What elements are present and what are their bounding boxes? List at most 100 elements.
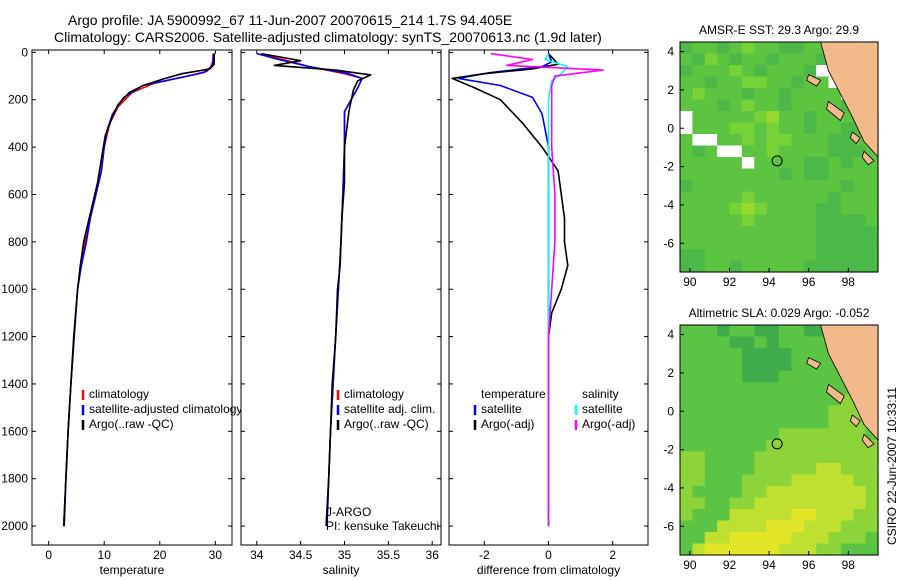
map-cell: [704, 474, 718, 487]
map-cell: [692, 122, 706, 135]
map-cell: [680, 42, 693, 55]
map-cell: [791, 249, 805, 262]
legend-title-salinity: salinity: [582, 387, 619, 401]
map-cell: [754, 348, 768, 361]
map-cell: [704, 214, 718, 227]
map-cell: [704, 168, 718, 181]
map-cell: [803, 88, 817, 101]
map-cell: [692, 99, 706, 112]
map-cell: [828, 405, 842, 418]
map-cell: [754, 463, 768, 476]
map-cell: [816, 532, 830, 545]
x-tick-label: 36: [426, 548, 440, 562]
map-cell: [729, 325, 743, 338]
x-tick-label: -2: [479, 548, 490, 562]
depth-tick-label: 200: [8, 93, 28, 107]
map-cell: [741, 520, 755, 533]
map-cell: [704, 509, 718, 522]
lon-tick-label: 96: [802, 558, 816, 572]
map-cell: [803, 486, 817, 499]
map-cell: [779, 111, 792, 124]
map-cell: [840, 497, 854, 510]
map-cell: [692, 203, 706, 216]
map-cell: [779, 509, 792, 522]
map-cell: [741, 111, 755, 124]
map-cell: [717, 249, 731, 262]
map-cell: [741, 394, 755, 407]
map-cell: [704, 428, 718, 441]
map-cell: [717, 65, 731, 78]
map-cell: [816, 405, 830, 418]
map-cell: [741, 65, 755, 78]
map-cell: [803, 348, 817, 361]
map-cell: [865, 237, 879, 250]
map-cell: [692, 474, 706, 487]
series-line-black: [63, 53, 215, 527]
legend-title-temperature: temperature: [481, 387, 546, 401]
map-cell: [692, 497, 706, 510]
map-cell: [828, 428, 842, 441]
map-cell: [840, 145, 854, 158]
map-cell: [766, 214, 780, 227]
map-cell: [704, 417, 718, 430]
map-cell: [779, 371, 792, 384]
legend-entry: Argo(..raw -QC): [344, 417, 429, 431]
map-cell: [791, 237, 805, 250]
map-cell: [680, 440, 693, 453]
map-cell: [791, 382, 805, 395]
map-cell: [779, 382, 792, 395]
map-cell: [704, 111, 718, 124]
map-cell: [853, 543, 867, 556]
map-cell: [741, 325, 755, 338]
map-cell: [803, 65, 817, 78]
map-cell: [779, 405, 792, 418]
sst-map-panel: AMSR-E SST: 29.3 Argo: 29.9 90 92 94 96 98 4 2 0…: [663, 23, 879, 289]
map-cell: [680, 371, 693, 384]
map-cell: [840, 214, 854, 227]
map-cell: [853, 463, 867, 476]
map-cell: [766, 382, 780, 395]
map-cell: [779, 348, 792, 361]
map-cell: [680, 394, 693, 407]
map-cell: [729, 226, 743, 239]
map-cell: [803, 134, 817, 147]
lon-tick-label: 92: [723, 558, 737, 572]
legend-entry: satellite: [582, 402, 623, 416]
map-cell: [779, 451, 792, 464]
argo-position-marker: [771, 438, 783, 450]
map-cell: [840, 440, 854, 453]
map-cell: [741, 168, 755, 181]
map-cell: [828, 543, 842, 556]
map-cell: [754, 134, 768, 147]
map-cell: [741, 53, 755, 66]
map-cell: [840, 191, 854, 204]
map-cell: [779, 168, 792, 181]
map-cell: [865, 191, 879, 204]
map-cell: [754, 509, 768, 522]
map-cell: [692, 405, 706, 418]
map-cell: [779, 486, 792, 499]
map-cell: [828, 157, 842, 170]
map-cell: [680, 122, 693, 135]
map-cell: [729, 180, 743, 193]
map-cell: [717, 260, 731, 273]
map-cell: [828, 260, 842, 273]
map-cell: [766, 191, 780, 204]
map-cell: [704, 497, 718, 510]
map-cell: [803, 99, 817, 112]
map-cell: [729, 520, 743, 533]
map-cell: [754, 42, 768, 55]
map-cell: [680, 405, 693, 418]
map-cell: [692, 180, 706, 193]
map-cell: [791, 463, 805, 476]
map-cell: [766, 53, 780, 66]
map-cell: [779, 42, 792, 55]
map-cell: [779, 180, 792, 193]
map-cell: [704, 260, 718, 273]
x-axis-label: salinity: [323, 563, 360, 577]
map-cell: [766, 249, 780, 262]
map-cell: [766, 543, 780, 556]
map-cell: [729, 42, 743, 55]
lat-tick-label: -4: [663, 481, 674, 495]
